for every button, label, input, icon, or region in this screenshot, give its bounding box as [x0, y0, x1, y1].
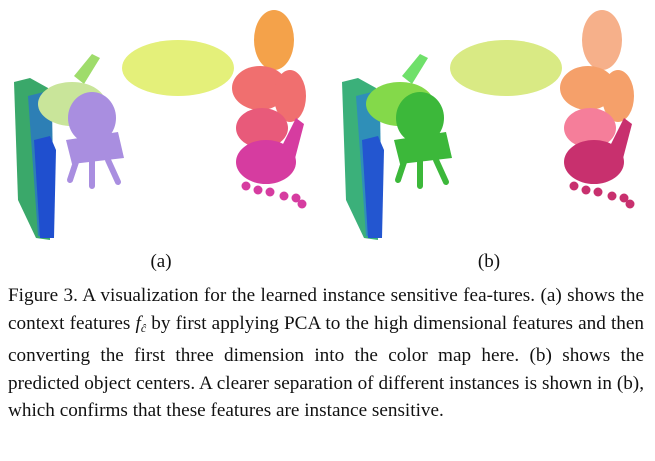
caption-suffix: by first applying PCA to the high dimens… [8, 312, 644, 422]
figure-panel-a [0, 0, 320, 280]
panel-b-stack-arm [610, 118, 632, 170]
panel-a-stack-dot-4 [291, 193, 301, 203]
panel-a-chair-arm [74, 54, 100, 84]
figure-caption: Figure 3. A visualization for the learne… [8, 282, 644, 425]
panel-b-stack-dot-4 [619, 193, 629, 203]
caption-prefix: Figure 3. A visualization for the learne… [8, 285, 644, 334]
point-cloud-a [14, 10, 307, 240]
panel-b-stack-lower [564, 140, 624, 184]
panel-a-stack-dot-5 [297, 199, 307, 209]
panel-a-stack-dot-3 [279, 191, 289, 201]
panel-b-stack-middle [564, 108, 616, 148]
panel-b-stack-dot-2 [593, 187, 603, 197]
panel-a-stack-side [274, 70, 306, 122]
figure-panel-b [328, 0, 648, 280]
panel-a-stack-top [254, 10, 294, 70]
panel-b-table [450, 40, 562, 96]
panel-a-cabinet-right [34, 136, 56, 238]
caption-math-subscript: ĉ [140, 320, 147, 335]
panel-a-stack-dot-0 [241, 181, 251, 191]
panel-b-stack-dot-5 [625, 199, 635, 209]
panel-a-stack-upper [232, 66, 288, 110]
panel-b-chair-seat [396, 92, 444, 144]
panel-a-stack-arm [282, 118, 304, 170]
subfigure-label-a: (a) [150, 251, 172, 272]
panel-b-stack-top [582, 10, 622, 70]
panel-a-chair-seat [68, 92, 116, 144]
panel-b-stack-side [602, 70, 634, 122]
caption-math-symbol: f [135, 312, 141, 334]
panel-a-stack-lower [236, 140, 296, 184]
panel-b-stack-upper [560, 66, 616, 110]
panel-b-stack-dot-1 [581, 185, 591, 195]
panel-a-chair-base [66, 132, 124, 164]
subfigure-label-b: (b) [477, 251, 501, 272]
panel-a-stack-dot-2 [265, 187, 275, 197]
panel-b-chair-base [394, 132, 452, 164]
panel-a-chair-legs [67, 157, 121, 189]
panel-b-cabinet-right [362, 136, 384, 238]
panel-a-stack-dot-1 [253, 185, 263, 195]
panel-b-stack-dot-0 [569, 181, 579, 191]
panel-b-chair-legs [395, 157, 449, 189]
panel-b-chair-arm [402, 54, 428, 84]
panel-a-table [122, 40, 234, 96]
point-cloud-b [342, 10, 635, 240]
panel-a-stack-middle [236, 108, 288, 148]
panel-b-stack-dot-3 [607, 191, 617, 201]
